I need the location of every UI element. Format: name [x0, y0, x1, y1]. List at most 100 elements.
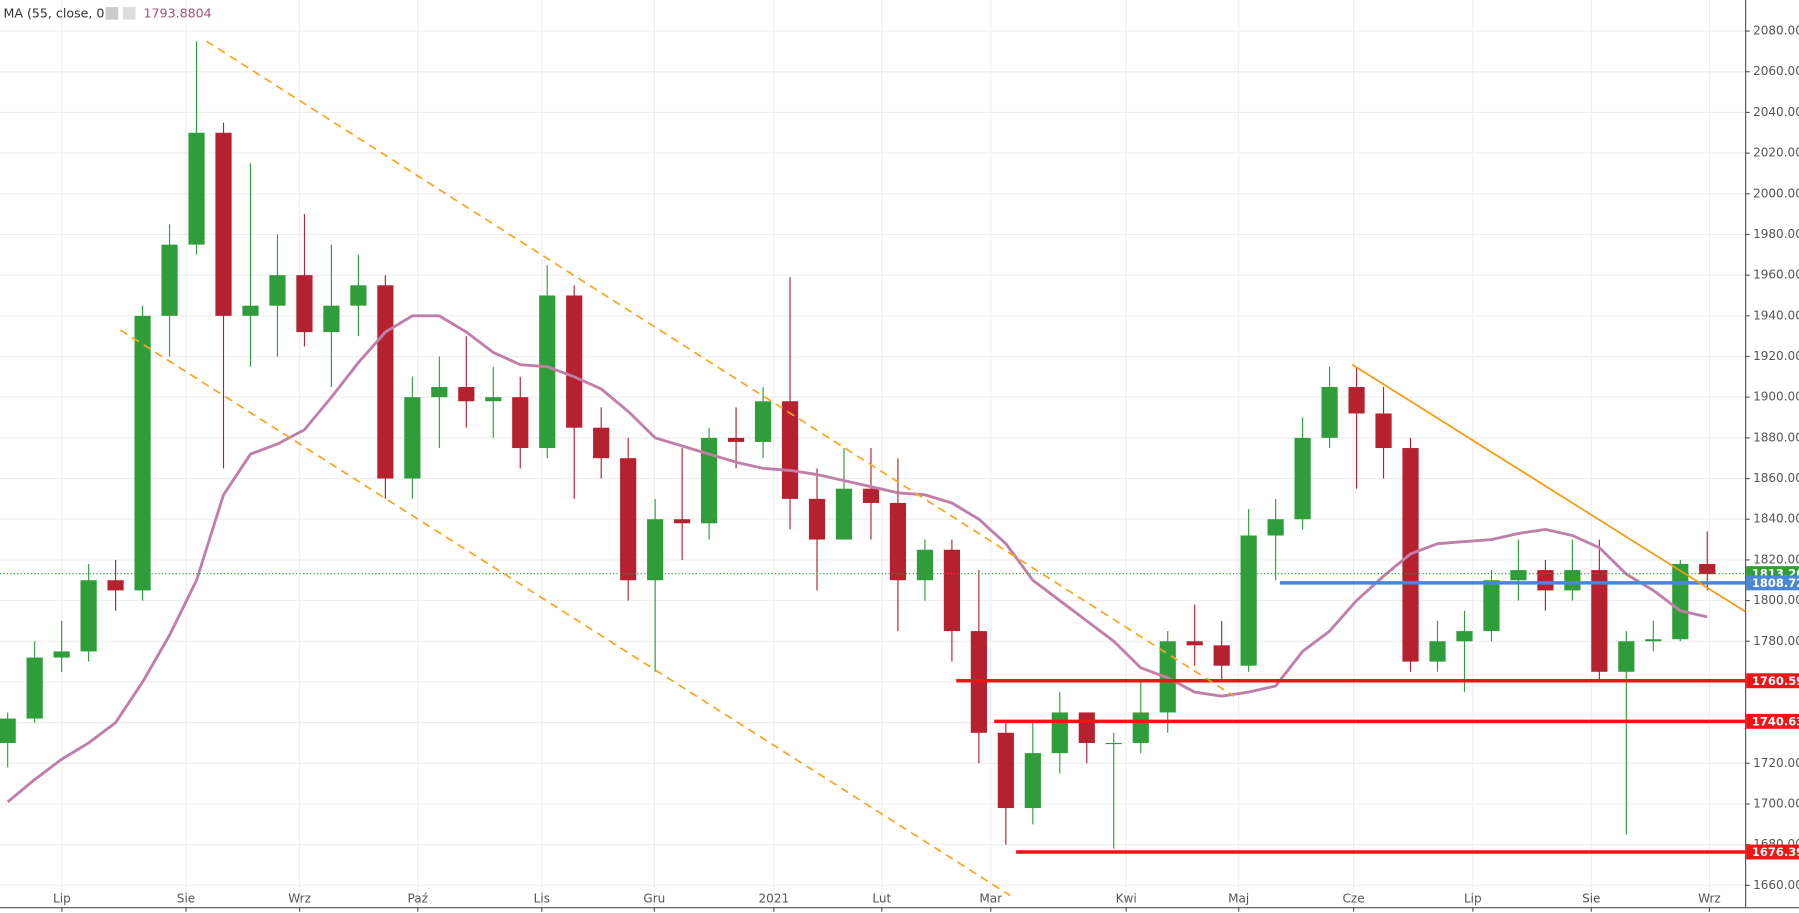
y-tick-label: 1780.00 — [1753, 634, 1799, 648]
price-tag-label: 1760.59 — [1752, 674, 1799, 688]
trend-line — [1351, 363, 1746, 613]
candle-body — [107, 580, 124, 591]
y-tick-label: 2000.00 — [1753, 186, 1799, 200]
x-tick-label: Mar — [979, 892, 1002, 906]
x-tick-label: 2021 — [759, 892, 790, 906]
candle-body — [1645, 639, 1662, 642]
candle-body — [350, 285, 367, 306]
y-tick-label: 1660.00 — [1753, 878, 1799, 892]
y-tick-label: 1800.00 — [1753, 593, 1799, 607]
candle-body — [1132, 712, 1149, 743]
candle-body — [1537, 570, 1554, 591]
candle-body — [1078, 712, 1095, 743]
x-tick-label: Wrz — [288, 892, 311, 906]
indicator-value: 1793.8804 — [144, 5, 212, 20]
candle-body — [404, 397, 421, 479]
y-tick-label: 2060.00 — [1753, 64, 1799, 78]
candle-body — [134, 315, 151, 591]
y-tick-label: 1940.00 — [1753, 308, 1799, 322]
candle-body — [80, 580, 97, 652]
y-tick-label: 1880.00 — [1753, 430, 1799, 444]
candle-body — [458, 387, 475, 402]
settings-icon[interactable] — [105, 7, 119, 20]
candle-body — [161, 244, 178, 316]
indicator-label: MA (55, close, 0) — [3, 5, 109, 20]
candle-body — [539, 295, 556, 449]
price-tag — [1746, 673, 1799, 689]
x-tick-label: Paź — [408, 892, 428, 906]
candle-body — [566, 295, 583, 428]
x-tick-label: Cze — [1343, 892, 1365, 906]
candle-body — [1321, 387, 1338, 438]
candle-body — [1348, 387, 1365, 414]
candle-body — [997, 732, 1014, 809]
price-tag-label: 1740.63 — [1752, 714, 1799, 728]
plot-area — [0, 40, 1746, 897]
y-tick-label: 1860.00 — [1753, 471, 1799, 485]
candle-body — [862, 488, 880, 503]
price-tag-label: 1808.72 — [1752, 576, 1799, 590]
price-tag — [1746, 713, 1799, 729]
price-tag — [1746, 844, 1799, 860]
y-tick-label: 1700.00 — [1753, 796, 1799, 810]
candle-body — [215, 132, 232, 316]
candle-body — [727, 437, 745, 442]
candle-body — [1564, 570, 1581, 591]
candle-body — [53, 651, 70, 658]
candle-body — [0, 718, 16, 743]
candle-body — [1618, 641, 1635, 672]
candle-body — [188, 132, 205, 245]
y-tick-label: 1720.00 — [1753, 756, 1799, 770]
candle-body — [835, 488, 853, 540]
y-tick-label: 1960.00 — [1753, 268, 1799, 282]
y-tick-label: 2080.00 — [1753, 24, 1799, 38]
trend-line — [206, 40, 1235, 697]
y-tick-label: 1920.00 — [1753, 349, 1799, 363]
candle-body — [889, 502, 907, 581]
candle-body — [1456, 631, 1473, 642]
candle-body — [701, 437, 718, 524]
candle-body — [620, 458, 637, 581]
x-tick-label: Kwi — [1116, 892, 1137, 906]
x-tick-label: Wrz — [1698, 892, 1721, 906]
x-tick-label: Lis — [534, 892, 550, 906]
candle-body — [242, 305, 259, 316]
x-tick-label: Sie — [1582, 892, 1600, 906]
candle-body — [1186, 641, 1203, 646]
candle-body — [431, 387, 448, 398]
price-tag — [1746, 575, 1799, 591]
close-icon[interactable] — [122, 7, 136, 20]
y-tick-label: 1840.00 — [1753, 512, 1799, 526]
candle-body — [674, 519, 691, 524]
x-tick-label: Gru — [643, 892, 665, 906]
candle-body — [1024, 753, 1041, 809]
candle-body — [754, 401, 772, 442]
candle-body — [1051, 712, 1068, 754]
candle-body — [1429, 641, 1446, 662]
y-tick-label: 1820.00 — [1753, 552, 1799, 566]
candle-body — [296, 275, 313, 333]
x-tick-label: Lip — [53, 892, 71, 906]
candle-body — [269, 275, 286, 306]
candle-body — [1267, 519, 1284, 536]
x-tick-label: Maj — [1228, 892, 1249, 906]
candle-body — [1375, 413, 1392, 449]
candle-body — [1294, 437, 1311, 520]
x-tick-label: Lut — [872, 892, 891, 906]
candle-body — [916, 549, 934, 581]
trend-line — [119, 329, 1011, 897]
y-tick-label: 2040.00 — [1753, 105, 1799, 119]
candle-body — [943, 549, 960, 632]
x-tick-label: Lip — [1464, 892, 1482, 906]
x-tick-label: Sie — [177, 892, 195, 906]
candle-body — [485, 397, 502, 402]
candle-body — [512, 397, 529, 449]
candle-body — [1483, 580, 1500, 632]
y-tick-label: 1900.00 — [1753, 390, 1799, 404]
candle-body — [1591, 570, 1608, 672]
y-tick-label: 1980.00 — [1753, 227, 1799, 241]
candle-body — [593, 427, 610, 459]
